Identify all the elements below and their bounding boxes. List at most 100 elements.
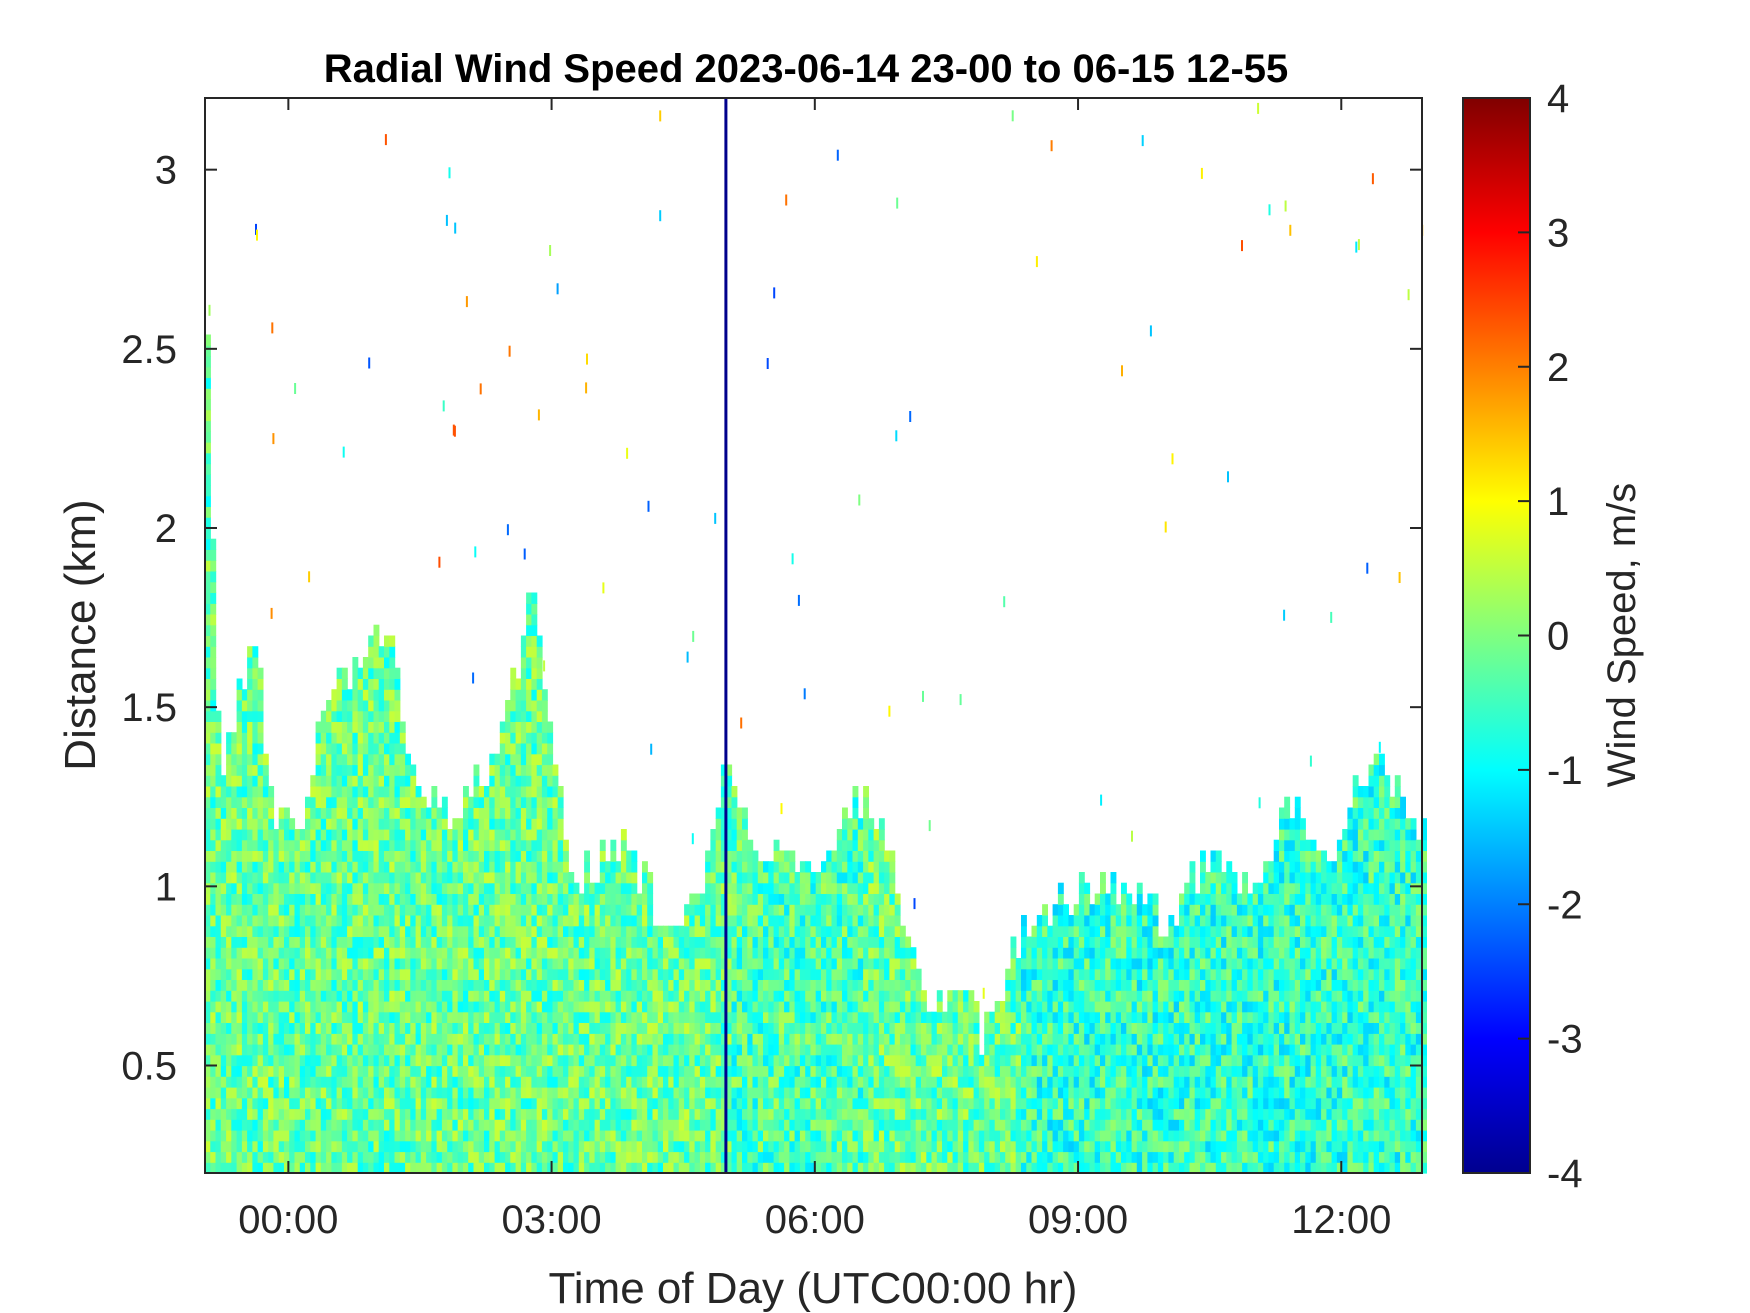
heatmap-cell — [515, 839, 522, 851]
heatmap-cell — [763, 1022, 769, 1034]
heatmap-cell — [563, 839, 569, 851]
heatmap-cell — [499, 1011, 506, 1023]
heatmap-cell — [905, 1140, 912, 1153]
heatmap-cell — [541, 818, 548, 830]
heatmap-cell — [415, 968, 422, 980]
heatmap-cell — [620, 872, 627, 884]
heatmap-cell — [957, 1130, 964, 1142]
heatmap-cell — [736, 1001, 743, 1013]
heatmap-cell — [589, 990, 596, 1002]
heatmap-cell — [215, 796, 222, 808]
heatmap-cell — [552, 1065, 559, 1077]
heatmap-cell — [952, 1011, 959, 1023]
heatmap-cell — [357, 1065, 364, 1077]
heatmap-cell — [420, 850, 427, 862]
heatmap-cell — [541, 753, 548, 766]
heatmap-cell — [615, 904, 622, 916]
heatmap-cell — [931, 1044, 938, 1056]
heatmap-cell — [331, 925, 338, 937]
heatmap-cell — [278, 958, 285, 970]
heatmap-cell — [489, 990, 496, 1002]
heatmap-cell — [273, 1162, 280, 1174]
heatmap-cell — [642, 893, 648, 905]
heatmap-cell — [357, 850, 364, 862]
heatmap-cell — [636, 947, 643, 959]
heatmap-cell — [905, 1119, 912, 1131]
heatmap-cell — [715, 1097, 722, 1110]
heatmap-cell — [520, 1022, 527, 1034]
heatmap-cell — [815, 1097, 822, 1110]
heatmap-cell — [652, 936, 659, 948]
heatmap-cell — [520, 979, 527, 991]
heatmap-cell — [310, 1033, 317, 1045]
heatmap-cell — [405, 1108, 411, 1120]
heatmap-cell — [673, 1097, 680, 1110]
heatmap-cell — [289, 829, 296, 841]
heatmap-cell — [341, 753, 348, 766]
heatmap-cell — [305, 861, 311, 873]
heatmap-cell — [552, 796, 559, 808]
heatmap-cell — [447, 1044, 454, 1056]
heatmap-cell — [794, 990, 801, 1002]
heatmap-cell — [636, 979, 643, 991]
heatmap-cell — [573, 893, 580, 905]
heatmap-cell — [389, 689, 396, 701]
heatmap-cell — [720, 990, 727, 1002]
heatmap-cell — [626, 1065, 633, 1077]
heatmap-cell — [347, 710, 353, 722]
heatmap-cell — [815, 904, 822, 916]
heatmap-cell — [505, 1119, 511, 1131]
heatmap-cell — [605, 1119, 611, 1131]
heatmap-cell — [415, 839, 422, 851]
heatmap-cell — [341, 710, 348, 722]
heatmap-cell — [236, 1108, 243, 1120]
heatmap-cell — [678, 1119, 685, 1131]
heatmap-cell — [278, 990, 285, 1002]
heatmap-cell — [810, 1162, 817, 1174]
heatmap-cell — [742, 850, 748, 862]
heatmap-cell — [826, 1162, 833, 1174]
heatmap-cell — [384, 710, 390, 722]
heatmap-cell — [499, 775, 506, 787]
heatmap-cell — [210, 1011, 217, 1023]
heatmap-cell — [494, 958, 501, 970]
heatmap-cell — [768, 1097, 775, 1110]
heatmap-cell — [910, 968, 917, 980]
heatmap-cell — [610, 850, 617, 862]
heatmap-cell — [863, 1087, 869, 1099]
heatmap-cell — [784, 1108, 790, 1120]
heatmap-cell — [420, 839, 427, 851]
heatmap-cell — [452, 1076, 459, 1088]
heatmap-cell — [720, 775, 727, 787]
heatmap-cell — [357, 1011, 364, 1023]
heatmap-cell — [657, 1130, 664, 1142]
heatmap-cell — [473, 1108, 480, 1120]
heatmap-cell — [610, 990, 617, 1002]
heatmap-cell — [341, 667, 348, 679]
heatmap-cell — [357, 1119, 364, 1131]
heatmap-cell — [220, 979, 227, 991]
heatmap-cell — [236, 839, 243, 851]
heatmap-cell — [647, 872, 654, 884]
heatmap-cell — [599, 979, 606, 991]
heatmap-cell — [847, 861, 854, 873]
heatmap-cell — [441, 1130, 448, 1142]
heatmap-cell — [715, 829, 722, 841]
heatmap-cell — [778, 1162, 785, 1174]
heatmap-cell — [815, 1151, 822, 1163]
heatmap-cell — [331, 1044, 338, 1056]
heatmap-cell — [241, 1033, 248, 1045]
heatmap-cell — [747, 925, 754, 937]
heatmap-cell — [620, 1076, 627, 1088]
heatmap-cell — [352, 721, 359, 733]
heatmap-cell — [205, 710, 211, 722]
heatmap-cell — [494, 904, 501, 916]
heatmap-cell — [226, 904, 232, 916]
heatmap-cell — [905, 1001, 912, 1013]
heatmap-cell — [463, 947, 469, 959]
heatmap-cell — [226, 882, 232, 894]
heatmap-cell — [368, 1119, 375, 1131]
heatmap-cell — [415, 958, 422, 970]
heatmap-cell — [368, 925, 375, 937]
heatmap-cell — [689, 1076, 696, 1088]
